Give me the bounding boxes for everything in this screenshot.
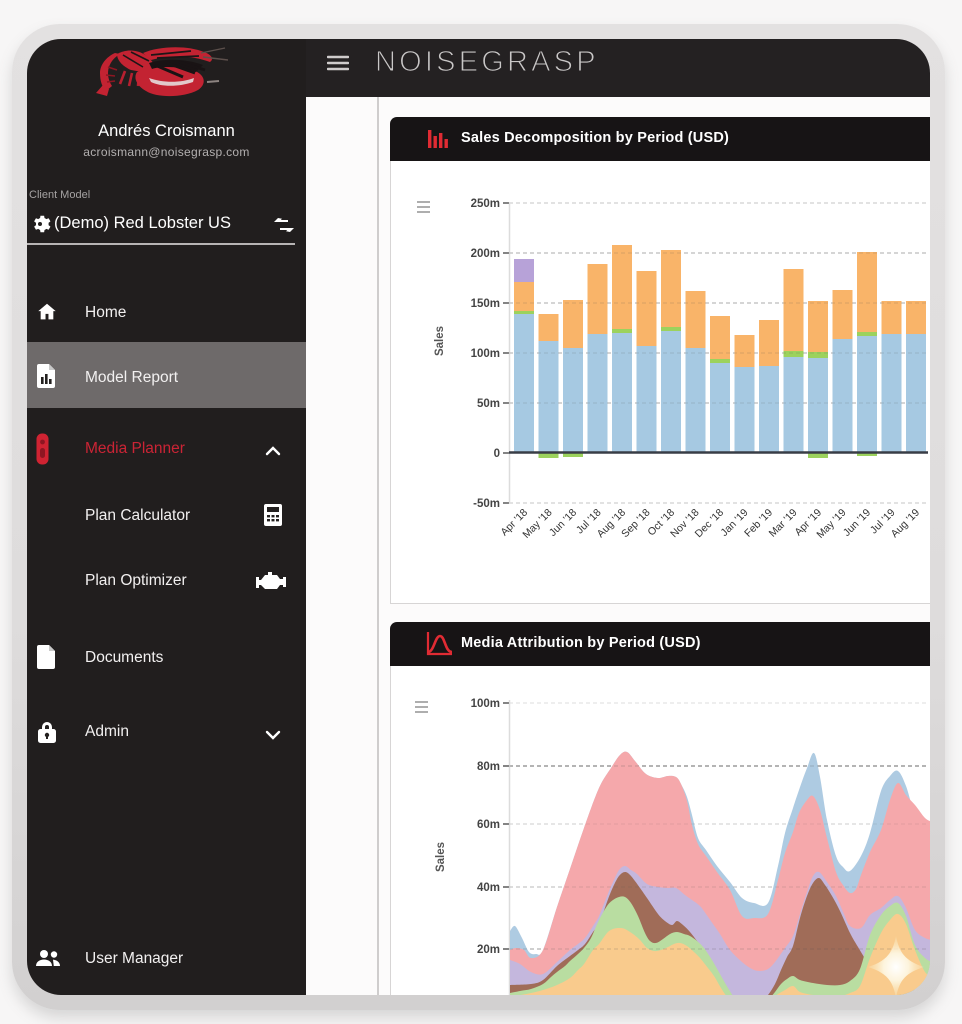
- svg-text:100m: 100m: [471, 348, 500, 360]
- svg-text:Sales: Sales: [434, 326, 446, 356]
- svg-text:0: 0: [494, 448, 500, 460]
- svg-text:20m: 20m: [477, 944, 500, 956]
- svg-text:Jun '18: Jun '18: [547, 507, 579, 539]
- svg-text:Jun '19: Jun '19: [841, 507, 873, 539]
- svg-text:-50m: -50m: [473, 498, 500, 510]
- svg-text:Sales: Sales: [435, 842, 447, 872]
- svg-text:200m: 200m: [471, 248, 500, 260]
- svg-text:Mar '19: Mar '19: [767, 507, 800, 540]
- svg-text:100m: 100m: [471, 698, 500, 710]
- svg-text:80m: 80m: [477, 761, 500, 773]
- svg-text:40m: 40m: [477, 882, 500, 894]
- svg-text:50m: 50m: [477, 398, 500, 410]
- svg-text:250m: 250m: [471, 198, 500, 210]
- svg-text:60m: 60m: [477, 819, 500, 831]
- svg-text:150m: 150m: [471, 298, 500, 310]
